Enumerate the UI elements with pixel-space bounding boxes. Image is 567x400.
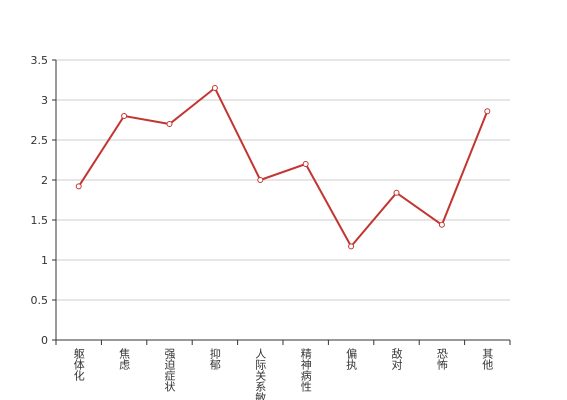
point — [302, 161, 309, 167]
point — [348, 243, 355, 250]
y-tick-label: 0 — [41, 334, 48, 347]
point — [257, 177, 264, 183]
x-tick-label: 抑郁 — [208, 347, 221, 370]
y-tick-label: 2 — [41, 174, 48, 187]
x-tick-label: 敌对 — [390, 347, 403, 370]
point — [211, 85, 218, 91]
x-tick-label: 其他 — [481, 348, 494, 370]
x-tick-label: 人际关系敏感 — [254, 348, 267, 400]
y-tick-label: 2.5 — [31, 134, 49, 147]
x-tick-label: 躯体化 — [72, 348, 85, 382]
point — [75, 183, 82, 190]
y-tick-label: 1 — [41, 254, 48, 267]
x-tick-label: 焦虑 — [118, 348, 131, 370]
point — [121, 113, 128, 119]
y-tick-label: 3.5 — [31, 54, 49, 67]
y-tick-label: 1.5 — [31, 214, 49, 227]
line — [77, 86, 489, 249]
x-tick-label: 精神病性 — [299, 348, 312, 393]
y-tick-label: 0.5 — [31, 294, 49, 307]
x-tick-label: 恐怖 — [435, 348, 448, 370]
point — [166, 121, 173, 127]
point — [393, 189, 400, 196]
x-tick-label: 强迫症状 — [163, 348, 176, 392]
point — [438, 221, 445, 228]
point — [484, 108, 491, 115]
y-tick-label: 3 — [41, 94, 48, 107]
x-tick-label: 偏执 — [345, 347, 358, 371]
